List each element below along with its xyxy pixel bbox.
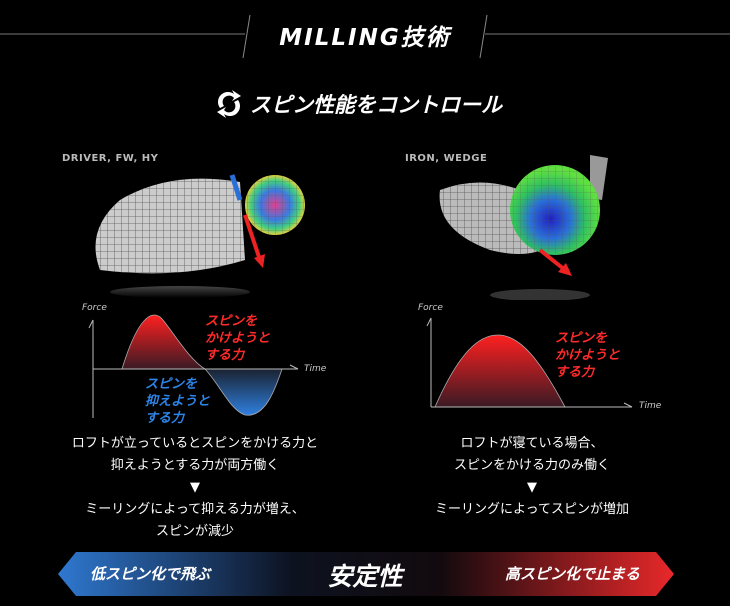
force-axis-label: Force	[418, 303, 443, 313]
negative-force-area	[205, 369, 282, 416]
label-line: する力	[145, 411, 185, 426]
label-line: スピンを	[205, 314, 258, 329]
stability-label: 安定性	[327, 562, 403, 591]
spin-apply-label: スピンをかけようとする力	[555, 330, 620, 381]
spin-apply-label: スピンをかけようとする力	[205, 313, 270, 364]
title-decoration	[0, 14, 730, 59]
label-line: スピンを	[145, 377, 198, 392]
force-axis-label: Force	[82, 303, 107, 313]
text-line: スピンをかける力のみ働く	[453, 458, 610, 473]
positive-force-area	[434, 334, 566, 408]
time-axis-label: Time	[304, 364, 327, 374]
label-line: かけようと	[205, 331, 271, 346]
label-line: する力	[555, 365, 595, 380]
label-line: かけようと	[555, 348, 621, 363]
time-axis-label: Time	[639, 401, 662, 411]
subtitle: スピン性能をコントロール	[250, 93, 502, 117]
down-arrow-icon: ▼	[527, 480, 537, 495]
stability-banner	[58, 552, 674, 596]
text-line: ミーリングによってスピンが増加	[435, 502, 629, 517]
text-line: ロフトが立っているとスピンをかける力と	[71, 436, 319, 451]
text-line: 抑えようとする力が両方働く	[110, 458, 280, 473]
page-title: MILLING技術	[279, 25, 451, 51]
rotate-arrows-icon	[217, 90, 241, 118]
text-line: ロフトが寝ている場合、	[460, 436, 604, 451]
label-line: 抑えようと	[145, 394, 211, 409]
driver-label: DRIVER, FW, HY	[62, 153, 159, 164]
driver-description: ロフトが立っているとスピンをかける力と 抑えようとする力が両方働く ▼ ミーリン…	[30, 433, 360, 543]
driver-head-image	[95, 174, 305, 298]
driver-force-chart	[88, 314, 299, 418]
text-line: ミーリングによって抑える力が増え、	[85, 502, 305, 517]
iron-force-chart	[426, 317, 633, 408]
down-arrow-icon: ▼	[190, 480, 200, 495]
spin-suppress-label: スピンを抑えようとする力	[145, 376, 210, 427]
positive-force-area	[122, 315, 205, 369]
iron-label: IRON, WEDGE	[405, 153, 488, 164]
iron-head-image	[439, 155, 608, 300]
label-line: する力	[205, 348, 245, 363]
iron-description: ロフトが寝ている場合、 スピンをかける力のみ働く ▼ ミーリングによってスピンが…	[367, 433, 697, 521]
text-line: スピンが減少	[155, 524, 234, 539]
high-spin-label: 高スピン化で止まる	[505, 565, 641, 583]
low-spin-label: 低スピン化で飛ぶ	[90, 565, 211, 583]
label-line: スピンを	[555, 331, 608, 346]
